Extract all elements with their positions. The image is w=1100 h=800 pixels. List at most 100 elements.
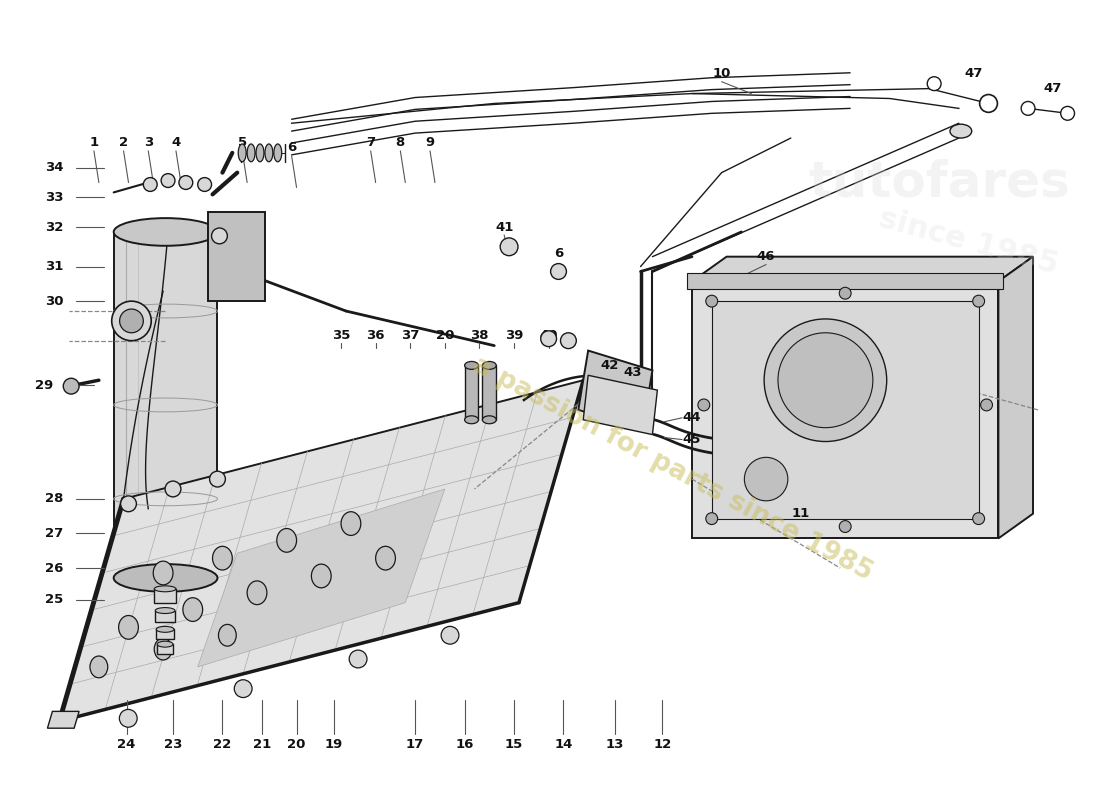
Bar: [712, 301, 979, 518]
Text: a passion for parts since 1985: a passion for parts since 1985: [468, 352, 877, 586]
Polygon shape: [692, 257, 1033, 282]
Text: 21: 21: [253, 738, 271, 750]
Text: 8: 8: [396, 137, 405, 150]
Ellipse shape: [483, 416, 496, 424]
Text: 47: 47: [965, 67, 983, 80]
Text: 46: 46: [757, 250, 776, 263]
Circle shape: [551, 263, 566, 279]
Text: 23: 23: [164, 738, 183, 750]
Ellipse shape: [156, 626, 174, 632]
Circle shape: [121, 496, 136, 512]
Ellipse shape: [248, 144, 255, 162]
Circle shape: [778, 333, 873, 428]
Circle shape: [112, 301, 151, 341]
Ellipse shape: [183, 598, 202, 622]
Ellipse shape: [113, 218, 218, 246]
Circle shape: [245, 270, 257, 282]
Text: 22: 22: [213, 738, 231, 750]
Text: 12: 12: [653, 738, 671, 750]
Text: 41: 41: [495, 221, 514, 234]
Text: 17: 17: [406, 738, 425, 750]
Ellipse shape: [219, 624, 236, 646]
Ellipse shape: [212, 546, 232, 570]
Ellipse shape: [154, 638, 172, 660]
Ellipse shape: [153, 561, 173, 585]
Text: 6: 6: [554, 247, 563, 260]
Text: 13: 13: [606, 738, 624, 750]
Circle shape: [1021, 102, 1035, 115]
Polygon shape: [999, 257, 1033, 538]
Text: 34: 34: [45, 161, 64, 174]
Text: 40: 40: [539, 330, 558, 342]
Circle shape: [234, 680, 252, 698]
Circle shape: [927, 77, 942, 90]
Ellipse shape: [341, 512, 361, 535]
Text: 16: 16: [455, 738, 474, 750]
Circle shape: [1060, 106, 1075, 120]
Circle shape: [165, 481, 180, 497]
Ellipse shape: [154, 586, 176, 592]
Text: 14: 14: [554, 738, 573, 750]
Text: 5: 5: [238, 137, 246, 150]
Circle shape: [839, 287, 851, 299]
Text: 11: 11: [792, 507, 810, 520]
Circle shape: [980, 399, 992, 411]
Ellipse shape: [265, 144, 273, 162]
Circle shape: [972, 295, 984, 307]
Circle shape: [541, 331, 557, 346]
Ellipse shape: [119, 615, 139, 639]
Text: since 1985: since 1985: [876, 204, 1062, 280]
Circle shape: [764, 319, 887, 442]
Bar: [692, 282, 999, 538]
Text: 20: 20: [436, 330, 454, 342]
Polygon shape: [59, 380, 583, 722]
Polygon shape: [579, 350, 652, 430]
Ellipse shape: [239, 144, 246, 162]
Ellipse shape: [274, 144, 282, 162]
Text: 20: 20: [287, 738, 306, 750]
Polygon shape: [47, 711, 79, 728]
Circle shape: [198, 178, 211, 191]
Bar: [688, 274, 1003, 290]
Text: 4: 4: [172, 137, 180, 150]
Circle shape: [839, 521, 851, 533]
Circle shape: [561, 333, 576, 349]
Circle shape: [980, 94, 998, 112]
Text: 25: 25: [45, 593, 64, 606]
Circle shape: [216, 231, 228, 243]
Bar: [156, 630, 174, 639]
Bar: [155, 610, 175, 622]
Circle shape: [500, 238, 518, 256]
Circle shape: [210, 471, 225, 487]
Bar: [113, 232, 218, 578]
Circle shape: [972, 513, 984, 525]
Text: 35: 35: [332, 330, 350, 342]
Text: 44: 44: [683, 411, 701, 424]
Text: 38: 38: [470, 330, 488, 342]
Text: 24: 24: [118, 738, 135, 750]
Text: 47: 47: [1044, 82, 1061, 95]
Ellipse shape: [157, 641, 173, 647]
Ellipse shape: [464, 416, 478, 424]
Text: 30: 30: [45, 294, 64, 308]
Text: 7: 7: [366, 137, 375, 150]
Circle shape: [349, 650, 367, 668]
Text: 37: 37: [402, 330, 419, 342]
Bar: [208, 212, 265, 301]
Circle shape: [120, 710, 138, 727]
Text: 1: 1: [89, 137, 99, 150]
Circle shape: [161, 174, 175, 187]
Text: 32: 32: [45, 221, 64, 234]
Text: 26: 26: [45, 562, 64, 574]
Text: 6: 6: [287, 142, 296, 154]
Ellipse shape: [248, 581, 267, 605]
Circle shape: [706, 295, 717, 307]
Text: 15: 15: [505, 738, 524, 750]
Ellipse shape: [483, 362, 496, 370]
Text: 45: 45: [683, 433, 701, 446]
Circle shape: [120, 309, 143, 333]
Circle shape: [245, 231, 257, 243]
Ellipse shape: [113, 564, 218, 592]
Circle shape: [441, 626, 459, 644]
Ellipse shape: [311, 564, 331, 588]
